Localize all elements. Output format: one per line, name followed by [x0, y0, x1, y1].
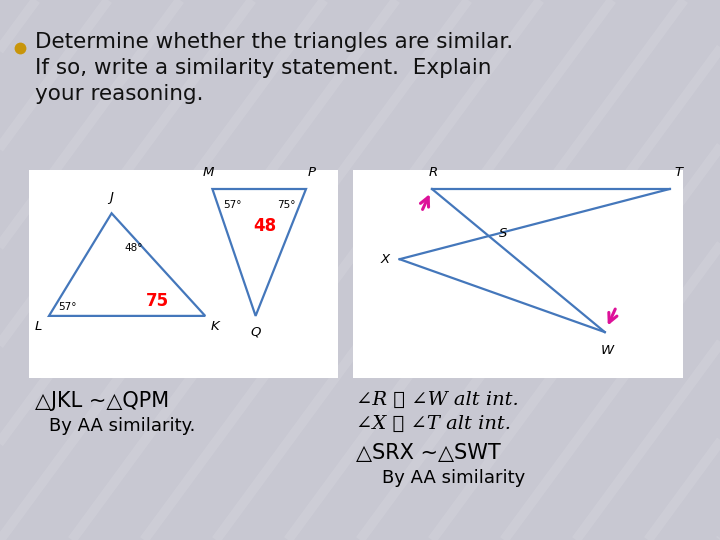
Text: 75°: 75° [277, 200, 296, 210]
Bar [29, 170, 338, 378]
Text: M: M [203, 166, 215, 179]
Text: R: R [429, 166, 438, 179]
Text: By AA similarity.: By AA similarity. [49, 417, 195, 435]
Text: K: K [211, 320, 220, 333]
Text: ∠R ≅ ∠W alt int.: ∠R ≅ ∠W alt int. [356, 391, 519, 409]
Text: 75: 75 [146, 293, 169, 310]
Text: ∠X ≅ ∠T alt int.: ∠X ≅ ∠T alt int. [356, 415, 511, 433]
Text: Q: Q [251, 326, 261, 339]
Text: X: X [380, 253, 390, 266]
Text: L: L [35, 320, 42, 333]
Text: 57°: 57° [223, 200, 242, 210]
Text: S: S [499, 227, 507, 240]
Text: P: P [307, 166, 316, 179]
Text: 48°: 48° [125, 244, 143, 253]
Text: 48: 48 [253, 217, 276, 235]
Text: your reasoning.: your reasoning. [35, 84, 203, 104]
Text: W: W [601, 344, 614, 357]
Text: △JKL ~△QPM: △JKL ~△QPM [35, 391, 168, 411]
Text: Determine whether the triangles are similar.: Determine whether the triangles are simi… [35, 32, 513, 52]
Text: T: T [674, 166, 683, 179]
Text: J: J [109, 191, 114, 204]
Text: By AA similarity: By AA similarity [382, 469, 525, 487]
Bar [353, 170, 683, 378]
Text: 57°: 57° [58, 301, 77, 312]
Text: △SRX ~△SWT: △SRX ~△SWT [356, 443, 501, 463]
Text: If so, write a similarity statement.  Explain: If so, write a similarity statement. Exp… [35, 58, 491, 78]
